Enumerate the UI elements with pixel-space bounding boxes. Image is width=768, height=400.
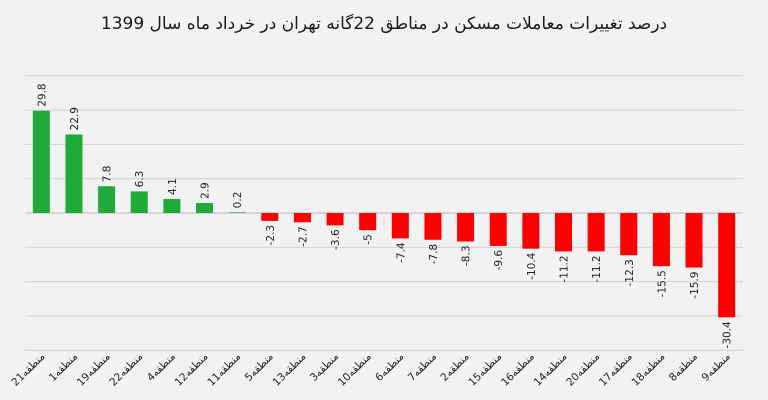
category-label: منطقه8 (667, 351, 700, 384)
category-label: منطقه22 (107, 351, 145, 389)
bar (457, 213, 475, 242)
category-label: منطقه9 (700, 351, 733, 384)
bar (228, 212, 246, 213)
bar (326, 213, 344, 226)
bar (424, 213, 442, 240)
bar (359, 213, 377, 231)
bar (163, 198, 181, 213)
data-label: -15.9 (689, 272, 701, 299)
bar (685, 213, 703, 268)
category-label: منطقه7 (406, 351, 439, 384)
data-label: -10.4 (526, 252, 538, 279)
bar (555, 213, 572, 252)
category-label: منطقه14 (532, 351, 570, 389)
data-label: -7.4 (395, 242, 407, 263)
data-label: 29.8 (36, 83, 48, 106)
data-label: -8.3 (461, 245, 473, 266)
bar (98, 186, 116, 213)
data-label: -12.3 (624, 259, 636, 286)
bar (196, 203, 213, 213)
category-label: منطقه17 (597, 351, 635, 389)
category-label: منطقه15 (466, 351, 504, 389)
bar (652, 213, 670, 267)
data-label: -15.5 (656, 270, 668, 297)
bar (65, 134, 83, 213)
data-label: 6.3 (134, 171, 146, 188)
category-label: منطقه13 (271, 351, 309, 389)
bar (522, 213, 540, 249)
data-label: 0.2 (232, 192, 244, 209)
data-label: -3.6 (330, 229, 342, 250)
data-label: -11.2 (559, 255, 571, 282)
bar (130, 191, 148, 213)
data-label: -9.6 (493, 250, 505, 271)
data-label: -2.3 (265, 225, 277, 246)
category-label: منطقه12 (173, 351, 211, 389)
category-label: منطقه11 (205, 351, 243, 389)
bar (620, 213, 638, 256)
data-label: 4.1 (167, 178, 179, 195)
data-label: -2.7 (297, 226, 309, 247)
data-label: 7.8 (102, 166, 114, 183)
data-label: 22.9 (69, 107, 81, 130)
chart-title: درصد تغییرات معاملات مسکن در مناطق 22گان… (100, 14, 668, 34)
category-label: منطقه20 (564, 351, 602, 389)
category-label: منطقه10 (336, 351, 374, 389)
category-label: منطقه21 (9, 351, 47, 389)
category-label: منطقه16 (499, 351, 537, 389)
data-label: -11.2 (591, 255, 603, 282)
data-label: -30.4 (722, 321, 734, 348)
bar (718, 213, 736, 318)
data-label: 2.9 (200, 182, 212, 199)
data-label: -7.8 (428, 244, 440, 265)
bar (587, 213, 605, 252)
category-label: منطقه6 (373, 351, 406, 384)
bar (293, 213, 311, 223)
bar (489, 213, 507, 246)
data-label: -5 (363, 234, 375, 244)
bar (32, 110, 50, 213)
category-label: منطقه18 (630, 351, 668, 389)
bar (261, 213, 279, 221)
category-label: منطقه19 (75, 351, 113, 389)
bar (391, 213, 409, 239)
